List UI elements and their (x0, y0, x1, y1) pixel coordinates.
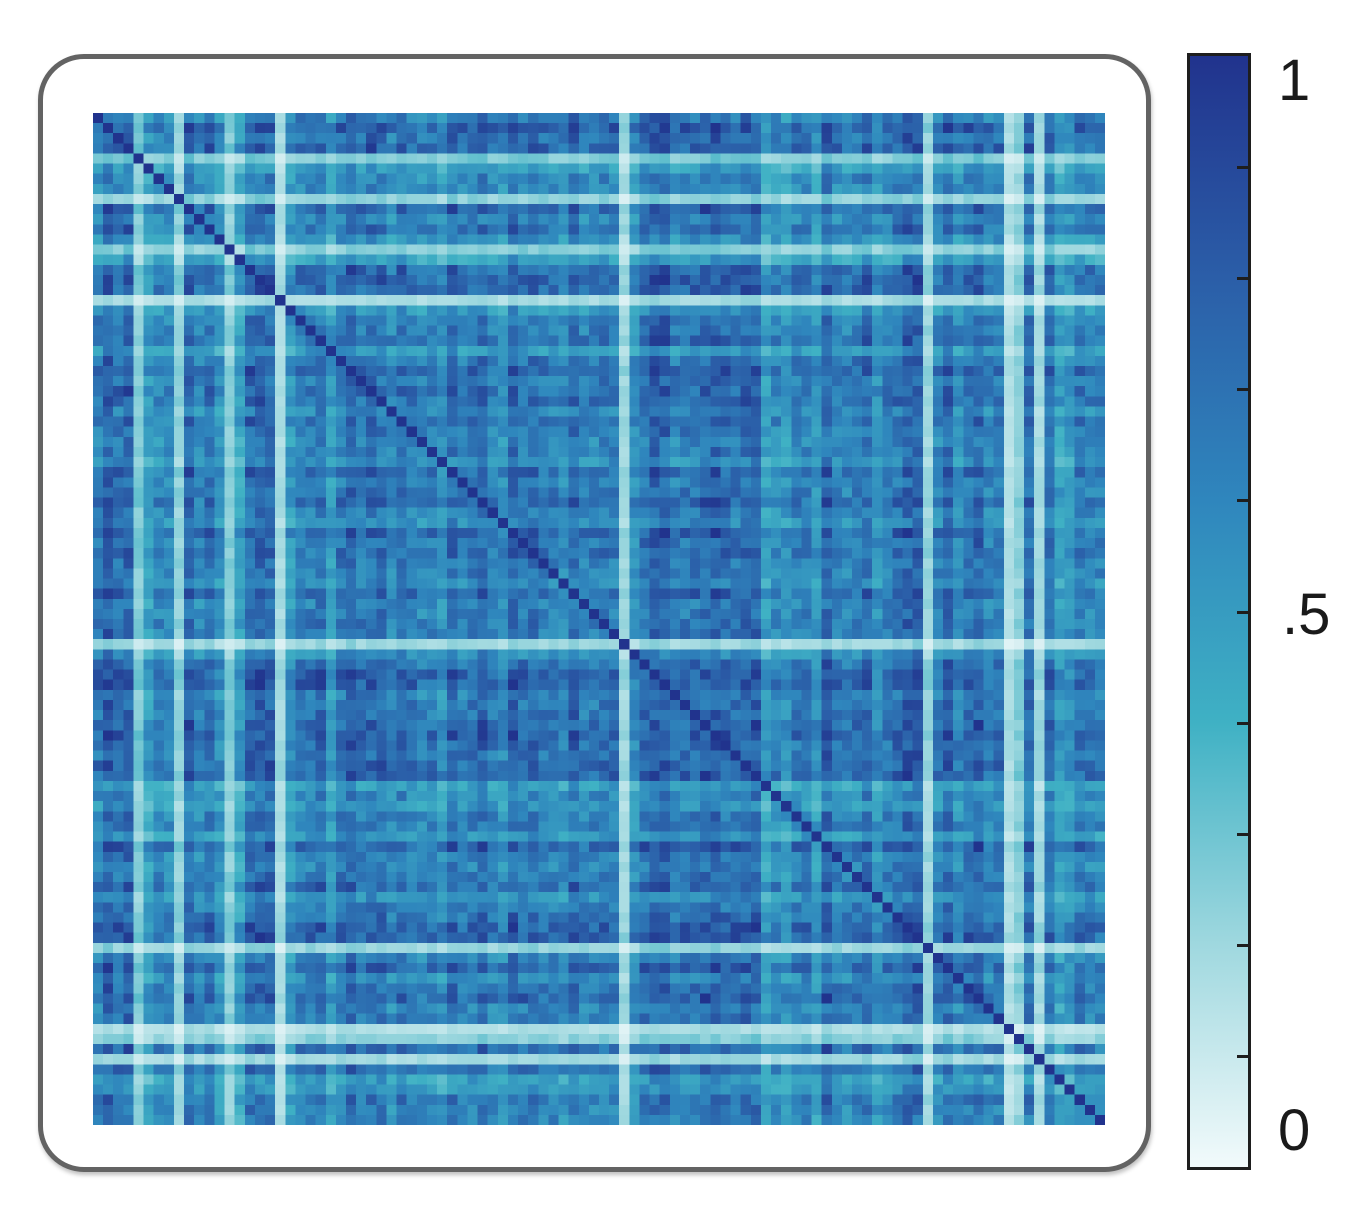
colorbar-tick (1237, 388, 1251, 392)
colorbar-tick (1237, 277, 1251, 281)
colorbar-label-min: 0 (1278, 1098, 1311, 1163)
colorbar-tick (1237, 943, 1251, 947)
correlation-heatmap (93, 113, 1105, 1125)
colorbar-tick (1237, 499, 1251, 503)
colorbar-label-mid: .5 (1282, 582, 1331, 647)
colorbar-tick (1237, 1054, 1251, 1058)
colorbar (1187, 53, 1251, 1170)
colorbar-tick (1237, 832, 1251, 836)
colorbar-label-max: 1 (1278, 48, 1311, 113)
colorbar-tick (1237, 610, 1251, 614)
colorbar-tick (1237, 721, 1251, 725)
colorbar-tick (1237, 166, 1251, 170)
